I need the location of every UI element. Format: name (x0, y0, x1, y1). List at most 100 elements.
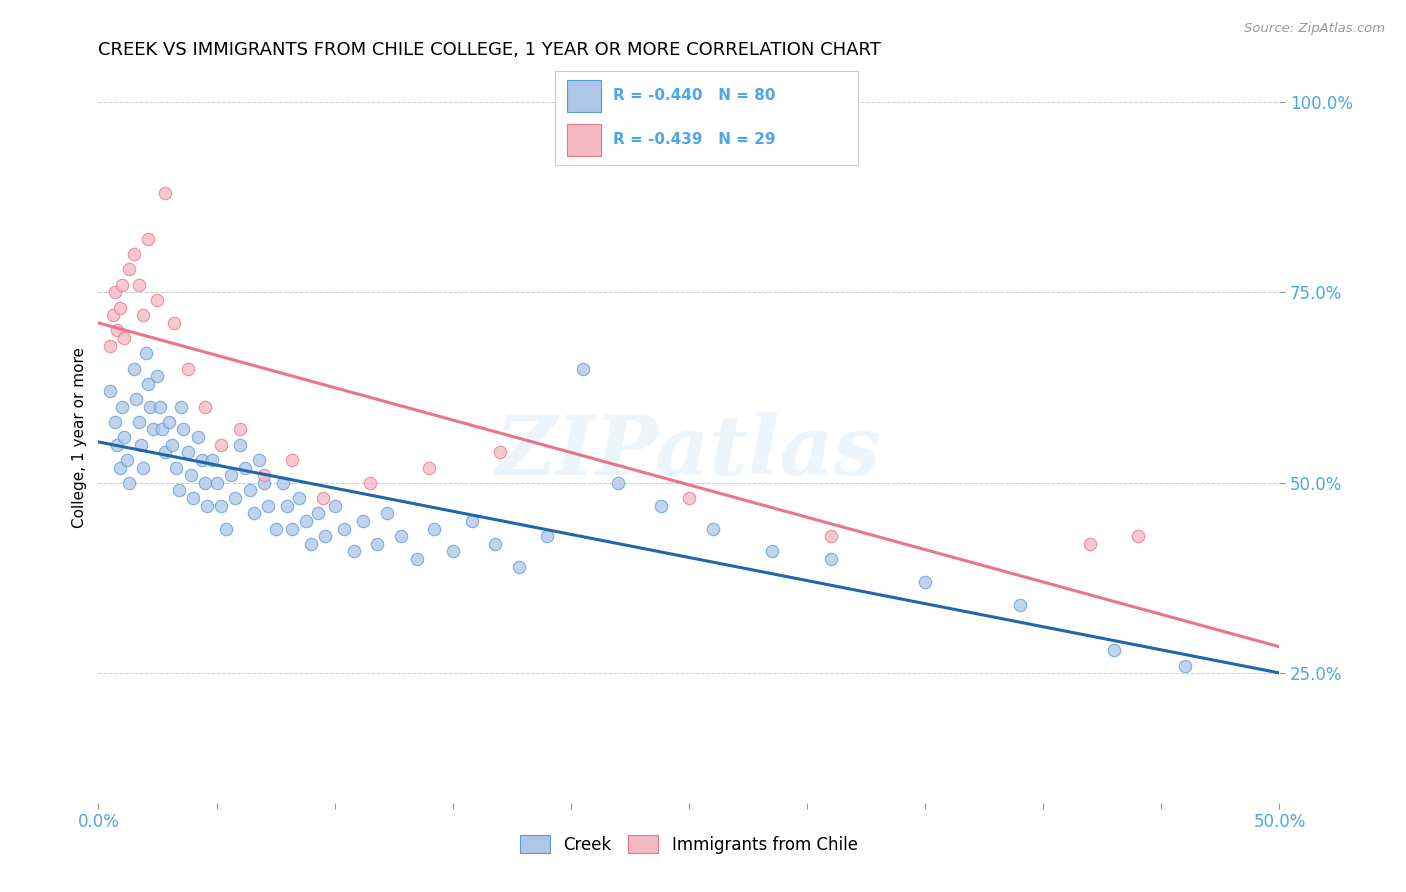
Point (209, 499, 232, 513)
Point (142, 422, 165, 436)
Point (239, 483, 262, 498)
Point (1126, 529, 1149, 543)
Point (194, 475, 217, 490)
Point (418, 460, 440, 475)
Point (118, 475, 141, 490)
Point (243, 506, 266, 520)
Point (281, 453, 304, 467)
Point (128, 277, 150, 292)
Point (253, 468, 276, 483)
Point (129, 438, 152, 452)
Point (366, 537, 388, 551)
Point (112, 331, 135, 345)
Point (209, 438, 232, 452)
Point (389, 529, 412, 543)
Point (1008, 598, 1031, 612)
Point (219, 468, 242, 483)
Point (146, 293, 169, 307)
Point (180, 468, 202, 483)
Point (508, 559, 530, 574)
Point (111, 400, 134, 414)
Point (98, 338, 121, 352)
Bar (568, 79, 600, 112)
Point (484, 537, 506, 551)
Point (914, 574, 936, 589)
Text: R = -0.440   N = 80: R = -0.440 N = 80 (613, 87, 775, 103)
Text: R = -0.439   N = 29: R = -0.439 N = 29 (613, 132, 776, 147)
Point (146, 369, 169, 384)
Point (489, 445, 512, 459)
Point (136, 376, 159, 391)
Point (571, 361, 593, 376)
Point (163, 316, 186, 330)
Point (136, 232, 159, 246)
Point (312, 491, 335, 505)
Point (132, 460, 155, 475)
Point (375, 506, 398, 520)
Point (118, 262, 141, 277)
Point (125, 392, 148, 406)
Point (264, 521, 287, 535)
Point (150, 422, 173, 436)
Point (607, 475, 630, 490)
Y-axis label: College, 1 year or more: College, 1 year or more (72, 347, 87, 527)
Point (205, 475, 228, 490)
Point (153, 186, 176, 201)
Point (201, 453, 224, 467)
Point (441, 544, 464, 558)
Point (342, 544, 364, 558)
Text: Source: ZipAtlas.com: Source: ZipAtlas.com (1244, 22, 1385, 36)
Point (253, 475, 276, 490)
Point (149, 400, 172, 414)
Point (195, 499, 218, 513)
Point (229, 422, 252, 436)
Point (98, 384, 121, 399)
Point (650, 499, 672, 513)
Text: ZIPatlas: ZIPatlas (496, 412, 882, 491)
Point (170, 400, 193, 414)
Point (191, 453, 214, 467)
Point (333, 521, 356, 535)
Point (247, 453, 270, 467)
Point (295, 514, 318, 528)
Point (257, 499, 280, 513)
Point (105, 438, 128, 452)
Bar (568, 124, 600, 156)
Text: CREEK VS IMMIGRANTS FROM CHILE COLLEGE, 1 YEAR OR MORE CORRELATION CHART: CREEK VS IMMIGRANTS FROM CHILE COLLEGE, … (98, 41, 882, 59)
Point (271, 475, 294, 490)
Point (406, 552, 429, 566)
Point (281, 521, 304, 535)
Point (177, 445, 200, 459)
Point (157, 415, 180, 429)
Point (1174, 658, 1197, 673)
Point (187, 430, 209, 444)
Point (323, 499, 346, 513)
Point (1080, 537, 1102, 551)
Point (229, 438, 252, 452)
Point (160, 438, 183, 452)
Point (820, 552, 842, 566)
Point (132, 308, 155, 322)
Point (820, 529, 842, 543)
Point (177, 361, 200, 376)
Point (167, 483, 190, 498)
Point (233, 460, 256, 475)
Point (276, 499, 298, 513)
Point (224, 491, 246, 505)
Point (101, 308, 124, 322)
Point (352, 514, 374, 528)
Point (135, 346, 157, 360)
Point (104, 415, 127, 429)
Point (1102, 643, 1125, 657)
Point (423, 521, 446, 535)
Point (172, 422, 194, 436)
Point (702, 521, 724, 535)
Point (165, 460, 187, 475)
Point (194, 400, 217, 414)
Point (299, 537, 322, 551)
Point (128, 415, 150, 429)
Point (111, 277, 134, 292)
Point (108, 460, 131, 475)
Point (139, 400, 162, 414)
Point (761, 544, 783, 558)
